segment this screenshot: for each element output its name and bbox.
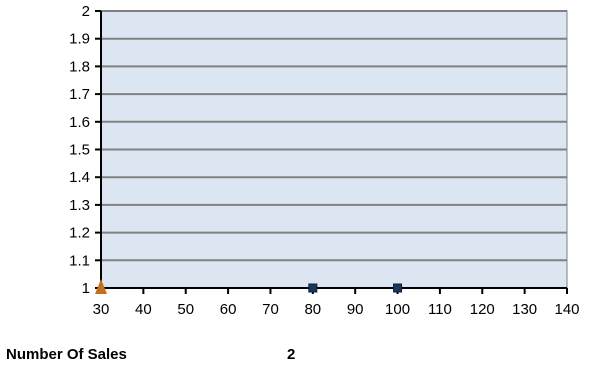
x-tick-label-8: 110 [428, 301, 452, 318]
y-tick-label-4: 1.6 [69, 114, 90, 131]
x-tick-label-2: 50 [177, 301, 194, 318]
footer-value: 2 [287, 346, 296, 363]
y-tick-label-3: 1.7 [69, 86, 90, 103]
x-tick-label-4: 70 [262, 301, 279, 318]
y-tick-label-9: 1.1 [69, 252, 90, 269]
y-tick-label-10: 1 [82, 280, 90, 297]
x-tick-label-3: 60 [220, 301, 237, 318]
y-tick-label-0: 2 [82, 3, 90, 20]
y-tick-label-6: 1.4 [69, 169, 90, 186]
x-tick-label-1: 40 [135, 301, 152, 318]
data-points [95, 279, 403, 294]
gridlines [101, 10, 567, 262]
x-tick-label-0: 30 [93, 301, 110, 318]
y-tick-label-8: 1.2 [69, 225, 90, 242]
x-tick-label-5: 80 [304, 301, 321, 318]
footer-label: Number Of Sales [6, 346, 127, 363]
x-tick-label-9: 120 [470, 301, 495, 318]
point-s0-0 [308, 283, 318, 293]
y-tick-label-5: 1.5 [69, 142, 90, 159]
y-tick-label-2: 1.8 [69, 58, 90, 75]
x-axis-ticks: 30 40 50 60 70 80 90 100 110 120 130 140 [93, 288, 580, 318]
x-tick-label-11: 140 [554, 301, 579, 318]
x-tick-label-10: 130 [512, 301, 537, 318]
point-s1-0 [95, 279, 107, 294]
y-tick-label-1: 1.9 [69, 31, 90, 48]
point-s0-1 [393, 283, 403, 293]
x-tick-label-7: 100 [385, 301, 410, 318]
x-tick-label-6: 90 [347, 301, 364, 318]
y-axis-ticks: 2 1.9 1.8 1.7 1.6 1.5 1.4 1.3 1.2 1.1 1 [69, 3, 101, 297]
y-tick-label-7: 1.3 [69, 197, 90, 214]
